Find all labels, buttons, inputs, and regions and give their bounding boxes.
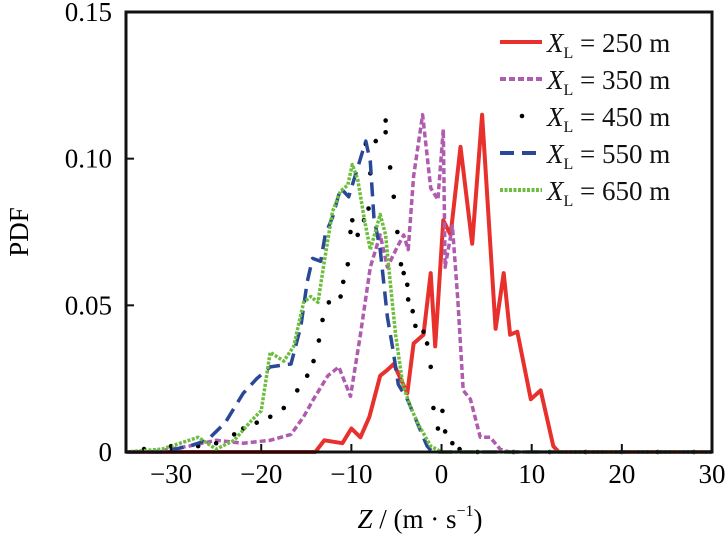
legend-label: XL = 550 m (546, 139, 670, 173)
x-tick-label: 10 (518, 459, 545, 489)
data-point (428, 364, 434, 370)
y-tick-label: 0.05 (65, 290, 112, 320)
data-point (383, 129, 388, 135)
data-point (413, 323, 418, 329)
legend-label: XL = 350 m (546, 65, 670, 99)
legend-swatch (519, 113, 525, 119)
data-point (450, 440, 455, 446)
data-point (231, 432, 237, 437)
data-point (348, 229, 353, 235)
data-point (349, 217, 355, 223)
data-point (254, 420, 260, 425)
data-point (267, 414, 273, 420)
data-point (320, 317, 325, 323)
data-point (457, 446, 462, 452)
data-point (345, 261, 351, 267)
data-point (304, 373, 310, 379)
data-point (311, 358, 316, 364)
data-point (401, 270, 406, 276)
data-point (316, 338, 322, 343)
data-point (405, 297, 411, 302)
series-line (126, 112, 712, 454)
data-point (355, 232, 360, 238)
x-tick-label: 20 (608, 459, 635, 489)
x-tick-label: 0 (435, 459, 449, 489)
data-point (373, 138, 379, 144)
x-tick-label: −30 (150, 459, 192, 489)
legend-label: XL = 450 m (546, 102, 670, 136)
legend: XL = 250 mXL = 350 mXL = 450 mXL = 550 m… (500, 28, 670, 210)
series-350m (126, 112, 712, 454)
data-point (366, 206, 371, 211)
x-tick-label: −10 (330, 459, 372, 489)
data-point (424, 341, 430, 346)
x-axis-exp: −1 (457, 503, 474, 520)
ticks-layer: −30 −20 −10 0 10 20 30 0 0.05 0.10 0.15 (65, 0, 726, 489)
y-tick-label: 0.10 (65, 144, 112, 174)
data-point (440, 408, 445, 414)
x-axis-var: Z (357, 504, 373, 534)
series-layer (125, 112, 712, 455)
y-axis-label: PDF (4, 207, 34, 257)
data-point (442, 429, 448, 434)
data-point (410, 308, 415, 314)
legend-label: XL = 250 m (546, 28, 670, 62)
x-axis-close: ) (474, 504, 483, 534)
y-tick-label: 0.15 (65, 0, 112, 27)
data-point (213, 440, 219, 446)
x-axis-label: Z / (m · s−1) (357, 503, 482, 534)
data-point (395, 229, 400, 235)
data-point (383, 118, 388, 123)
x-tick-label: 30 (699, 459, 726, 489)
x-axis-unit: / (m · s (373, 504, 457, 534)
data-point (431, 405, 436, 411)
data-point (404, 282, 410, 288)
data-point (421, 329, 426, 335)
legend-label: XL = 650 m (546, 176, 670, 210)
data-point (281, 405, 287, 411)
data-point (398, 261, 404, 267)
data-point (435, 426, 441, 431)
series-250m (126, 112, 712, 454)
series-line (126, 112, 712, 454)
data-point (340, 279, 346, 285)
legend-entry: XL = 450 m (519, 102, 670, 136)
series-650m (125, 162, 712, 454)
data-point (387, 165, 393, 170)
data-point (338, 294, 343, 299)
legend-entry: XL = 650 m (500, 176, 670, 210)
series-line (125, 162, 712, 454)
data-point (391, 194, 397, 200)
plot-frame (124, 10, 714, 454)
legend-entry: XL = 350 m (500, 65, 670, 99)
legend-entry: XL = 550 m (500, 139, 670, 173)
data-point (294, 388, 300, 393)
x-tick-label: −20 (240, 459, 282, 489)
y-tick-label: 0 (99, 437, 113, 467)
legend-entry: XL = 250 m (500, 28, 670, 62)
data-point (326, 300, 332, 305)
